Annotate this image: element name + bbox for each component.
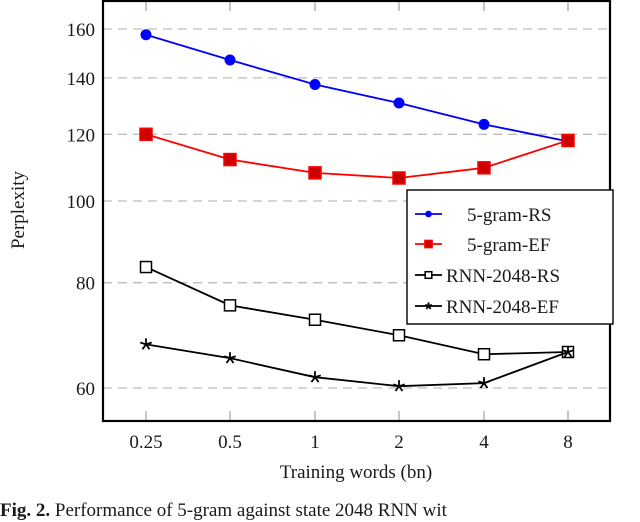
x-tick-label: 1	[310, 432, 320, 453]
x-tick-label: 2	[394, 432, 404, 453]
x-tick-label: 0.5	[218, 432, 242, 453]
open-square-marker	[477, 347, 491, 361]
open-square-marker	[139, 260, 153, 274]
square-marker	[561, 133, 575, 148]
legend-item-rnn-2048-ef: RNN-2048-EF	[415, 297, 559, 318]
x-axis-title: Training words (bn)	[280, 462, 432, 483]
circle-marker	[309, 78, 321, 90]
square-marker	[139, 127, 153, 142]
y-tick-label: 80	[76, 274, 95, 295]
x-axis-tick-labels: 0.25 0.5 1 2 4 8	[129, 432, 572, 453]
y-tick-label: 100	[67, 192, 96, 213]
x-axis-ticks	[145, 1, 569, 421]
legend-label: 5-gram-EF	[467, 235, 550, 256]
legend-label: RNN-2048-RS	[446, 266, 560, 287]
series-line	[145, 266, 569, 356]
star-marker	[309, 371, 321, 383]
y-tick-label: 140	[67, 69, 96, 90]
y-tick-label: 160	[67, 20, 96, 41]
series-line	[145, 343, 569, 388]
star-marker	[393, 380, 405, 392]
star-marker	[140, 338, 152, 350]
square-marker	[424, 239, 433, 249]
series-line	[145, 133, 569, 179]
x-tick-label: 8	[563, 432, 573, 453]
star-marker	[562, 346, 574, 358]
open-square-marker	[308, 313, 322, 326]
x-tick-label: 4	[479, 432, 489, 453]
circle-marker	[224, 54, 236, 66]
circle-marker	[478, 118, 490, 130]
open-square-marker	[223, 299, 237, 312]
y-axis-tick-labels: 60 80 100 120 140 160	[67, 20, 96, 400]
square-marker	[308, 166, 322, 180]
square-marker	[392, 171, 406, 185]
legend-item-rnn-2048-rs: RNN-2048-RS	[415, 266, 560, 287]
legend-label: 5-gram-RS	[467, 205, 551, 226]
star-marker	[478, 377, 490, 389]
series-5-gram-rs	[140, 29, 574, 147]
legend-item-5-gram-rs: 5-gram-RS	[415, 205, 551, 226]
legend-item-5-gram-ef: 5-gram-EF	[415, 235, 550, 256]
y-axis-title: Perplexity	[8, 170, 29, 249]
series-layer	[139, 29, 575, 392]
legend: 5-gram-RS 5-gram-EF RNN-2048-RS RNN-2048-EF	[406, 189, 614, 325]
caption-text: Performance of 5-gram against state 2048…	[54, 500, 447, 521]
figure-label: Fig. 2.	[0, 500, 51, 521]
legend-box	[406, 189, 614, 325]
star-marker	[424, 302, 433, 310]
open-square-marker	[392, 329, 406, 342]
circle-marker	[393, 97, 405, 109]
figure-caption: Fig. 2. Performance of 5-gram against st…	[0, 500, 640, 522]
series-line	[145, 33, 569, 143]
star-marker	[224, 352, 236, 364]
y-tick-label: 60	[76, 379, 95, 400]
square-marker	[223, 152, 237, 167]
x-tick-label: 0.25	[129, 432, 162, 453]
legend-label: RNN-2048-EF	[446, 297, 559, 318]
series-rnn-2048-ef	[140, 338, 574, 392]
series-5-gram-ef	[139, 127, 575, 185]
square-marker	[477, 161, 491, 175]
line-chart: 60 80 100 120 140 160 0.25 0.5 1 2 4 8 Training wo…	[8, 0, 614, 483]
y-tick-label: 120	[67, 125, 96, 146]
open-square-marker	[424, 270, 433, 280]
circle-marker	[425, 210, 432, 218]
circle-marker	[140, 29, 152, 41]
